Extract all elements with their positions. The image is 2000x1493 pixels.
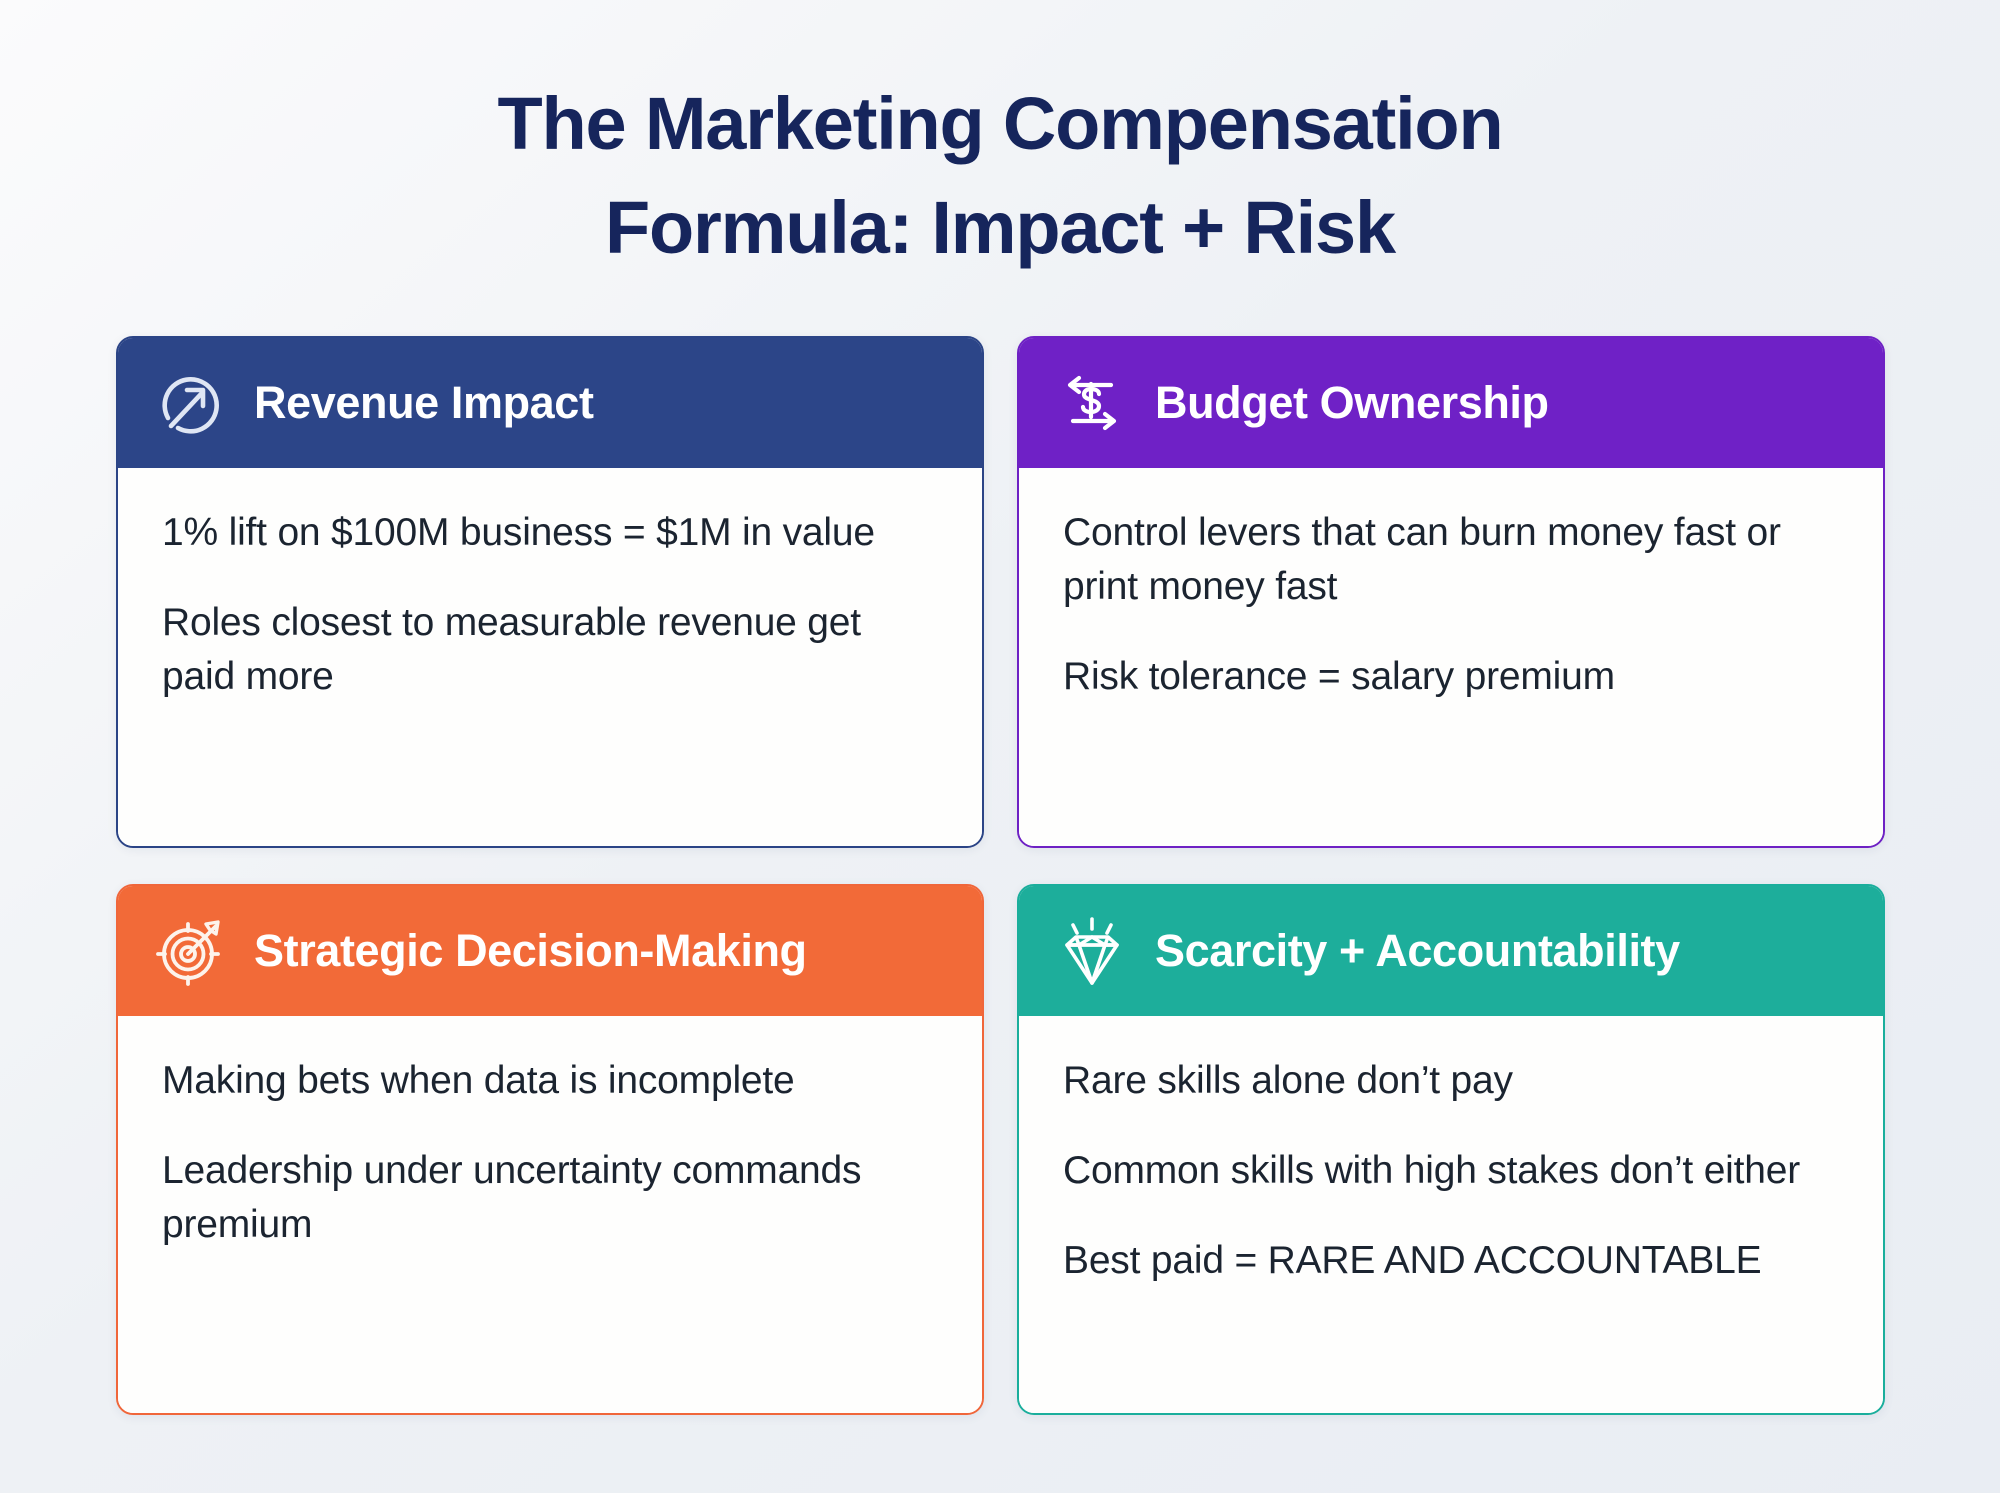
card-header-budget-ownership: Budget Ownership [1019, 338, 1883, 468]
card-paragraph: Risk tolerance = salary premium [1063, 655, 1615, 698]
target-arrow-icon [154, 914, 228, 988]
trending-up-circle-icon [154, 366, 228, 440]
card-body-scarcity-accountability: Rare skills alone don’t pay Common skill… [1019, 1016, 1883, 1413]
card-paragraph: Common skills with high stakes don’t eit… [1063, 1149, 1801, 1192]
card-paragraph: Control levers that can burn money fast … [1063, 511, 1781, 608]
card-title-revenue-impact: Revenue Impact [254, 377, 594, 428]
card-header-revenue-impact: Revenue Impact [118, 338, 982, 468]
card-title-budget-ownership: Budget Ownership [1155, 377, 1549, 428]
page-title: The Marketing Compensation Formula: Impa… [0, 72, 2000, 280]
card-paragraph: Leadership under uncertainty commands pr… [162, 1149, 862, 1246]
card-body-budget-ownership: Control levers that can burn money fast … [1019, 468, 1883, 846]
card-revenue-impact: Revenue Impact 1% lift on $100M business… [116, 336, 984, 848]
card-scarcity-accountability: Scarcity + Accountability Rare skills al… [1017, 884, 1885, 1415]
card-body-strategic-decision-making: Making bets when data is incomplete Lead… [118, 1016, 982, 1413]
card-paragraph: Best paid = RARE AND ACCOUNTABLE [1063, 1239, 1762, 1282]
card-paragraph: 1% lift on $100M business = $1M in value [162, 511, 875, 554]
money-transfer-icon [1055, 366, 1129, 440]
card-paragraph: Rare skills alone don’t pay [1063, 1059, 1513, 1102]
card-strategic-decision-making: Strategic Decision-Making Making bets wh… [116, 884, 984, 1415]
card-budget-ownership: Budget Ownership Control levers that can… [1017, 336, 1885, 848]
card-grid: Revenue Impact 1% lift on $100M business… [116, 336, 1885, 1415]
card-title-scarcity-accountability: Scarcity + Accountability [1155, 925, 1680, 976]
diamond-sparkle-icon [1055, 914, 1129, 988]
card-header-strategic-decision-making: Strategic Decision-Making [118, 886, 982, 1016]
page-title-line-1: The Marketing Compensation [497, 82, 1504, 165]
card-header-scarcity-accountability: Scarcity + Accountability [1019, 886, 1883, 1016]
card-paragraph: Roles closest to measurable revenue get … [162, 601, 861, 698]
page-title-line-2: Formula: Impact + Risk [605, 186, 1396, 269]
card-body-revenue-impact: 1% lift on $100M business = $1M in value… [118, 468, 982, 846]
card-paragraph: Making bets when data is incomplete [162, 1059, 795, 1102]
card-title-strategic-decision-making: Strategic Decision-Making [254, 925, 807, 976]
